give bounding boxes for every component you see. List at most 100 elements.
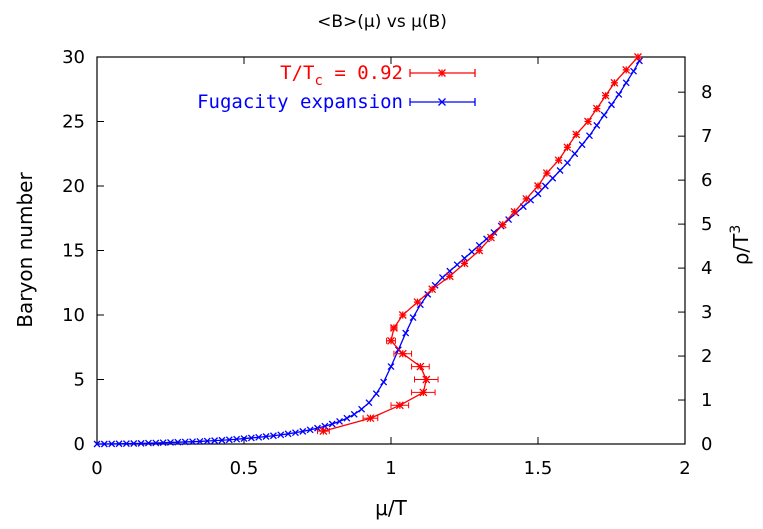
fugacity-point <box>380 378 388 386</box>
y-tick-label: 5 <box>74 370 85 391</box>
fugacity-point <box>468 248 476 256</box>
fugacity-point <box>247 434 255 442</box>
legend-marker <box>438 98 446 106</box>
fugacity-point <box>122 440 130 448</box>
fugacity-point <box>453 261 461 269</box>
y2-tick-label: 4 <box>701 258 712 279</box>
fugacity-point <box>211 437 219 445</box>
y-tick-label: 30 <box>62 47 85 68</box>
plot-frame <box>96 56 686 445</box>
fugacity-point <box>461 254 468 262</box>
fugacity-point <box>218 436 226 444</box>
legend-label-t-tc: T/Tc = 0.92 <box>280 62 403 89</box>
fugacity-point <box>409 314 417 322</box>
fugacity-point <box>93 440 101 448</box>
x-tick-label: 1 <box>385 458 396 479</box>
fugacity-point <box>387 363 395 371</box>
fugacity-point <box>446 267 454 275</box>
y2-axis-title-sup: 3 <box>728 225 744 234</box>
fugacity-point <box>130 440 138 447</box>
fugacity-point <box>328 420 336 428</box>
fugacity-point <box>635 57 643 65</box>
fugacity-point <box>100 440 108 448</box>
chart-title: <B>(μ) vs μ(B) <box>317 12 447 32</box>
y2-tick-label: 2 <box>701 346 712 367</box>
fugacity-point <box>365 399 373 407</box>
fugacity-point <box>115 440 123 448</box>
fugacity-point <box>203 437 211 445</box>
fugacity-point <box>563 159 571 167</box>
legend: T/Tc = 0.92 Fugacity expansion <box>197 62 476 113</box>
fugacity-point <box>144 439 152 447</box>
fugacity-point <box>438 274 446 282</box>
fugacity-point <box>262 433 270 440</box>
fugacity-point <box>372 390 380 398</box>
x-tick-label: 0 <box>91 458 102 479</box>
y2-tick-label: 8 <box>701 82 712 103</box>
fugacity-point <box>615 90 623 98</box>
fugacity-point <box>277 431 285 439</box>
legend-sample-t-tc <box>409 69 476 77</box>
y2-tick-label: 5 <box>701 214 712 235</box>
fugacity-point <box>152 439 160 447</box>
legend-label-t-tc-rest: = 0.92 <box>323 62 403 84</box>
y2-tick-label: 3 <box>701 302 712 323</box>
fugacity-point <box>306 426 314 434</box>
fugacity-point <box>350 410 358 418</box>
fugacity-point <box>159 439 167 447</box>
y-tick-label: 15 <box>62 241 85 262</box>
x-axis-title: μ/T <box>375 496 407 520</box>
y-tick-label: 10 <box>62 305 85 326</box>
fugacity-point <box>336 417 344 425</box>
fugacity-point <box>402 329 410 337</box>
fugacity-point <box>291 429 299 437</box>
fugacity-point <box>181 438 189 446</box>
y2-tick-labels: 0 1 2 3 4 5 6 7 8 <box>701 82 712 455</box>
fugacity-point <box>475 241 483 249</box>
fugacity-point <box>358 405 366 413</box>
fugacity-point <box>343 414 351 422</box>
series-fugacity-expansion <box>93 57 643 448</box>
y2-axis-title: ρ/T3 <box>728 225 753 266</box>
x-tick-label: 0.5 <box>230 458 259 479</box>
fugacity-point <box>233 435 241 443</box>
fugacity-point <box>556 167 564 174</box>
fugacity-point <box>593 121 601 129</box>
fugacity-point <box>578 141 586 149</box>
fugacity-point <box>549 174 557 182</box>
fugacity-point <box>541 182 549 190</box>
fugacity-point <box>137 439 145 447</box>
fugacity-point <box>600 111 608 119</box>
x-tick-label: 2 <box>679 458 690 479</box>
fugacity-point <box>585 132 593 140</box>
fugacity-point <box>284 430 292 438</box>
legend-label-fugacity: Fugacity expansion <box>197 91 403 113</box>
y-tick-label: 25 <box>62 112 85 133</box>
fugacity-point <box>505 216 513 223</box>
y-tick-label: 20 <box>62 176 85 197</box>
fugacity-point <box>174 438 182 446</box>
fugacity-point <box>431 281 439 289</box>
y-tick-labels: 0 5 10 15 20 25 30 <box>62 47 85 455</box>
fugacity-point <box>534 190 542 198</box>
y2-tick-label: 1 <box>701 390 712 411</box>
fugacity-point <box>255 433 263 441</box>
fugacity-point <box>483 235 491 243</box>
fugacity-point <box>299 427 307 435</box>
x-tick-labels: 0 0.5 1 1.5 2 <box>91 458 690 479</box>
fugacity-point <box>196 437 204 445</box>
fugacity-line <box>97 60 640 445</box>
series-t-tc-092 <box>317 53 642 436</box>
fugacity-point <box>608 101 615 109</box>
axis-ticks <box>96 56 686 445</box>
legend-sample-fugacity <box>409 98 476 106</box>
y-tick-label: 0 <box>74 434 85 455</box>
y2-tick-label: 7 <box>701 126 712 147</box>
fugacity-point <box>167 438 174 446</box>
legend-label-t-tc-main: T/T <box>280 62 314 84</box>
fugacity-point <box>189 438 197 446</box>
fugacity-point <box>269 432 277 440</box>
fugacity-point <box>622 79 630 87</box>
fugacity-point <box>108 440 116 448</box>
